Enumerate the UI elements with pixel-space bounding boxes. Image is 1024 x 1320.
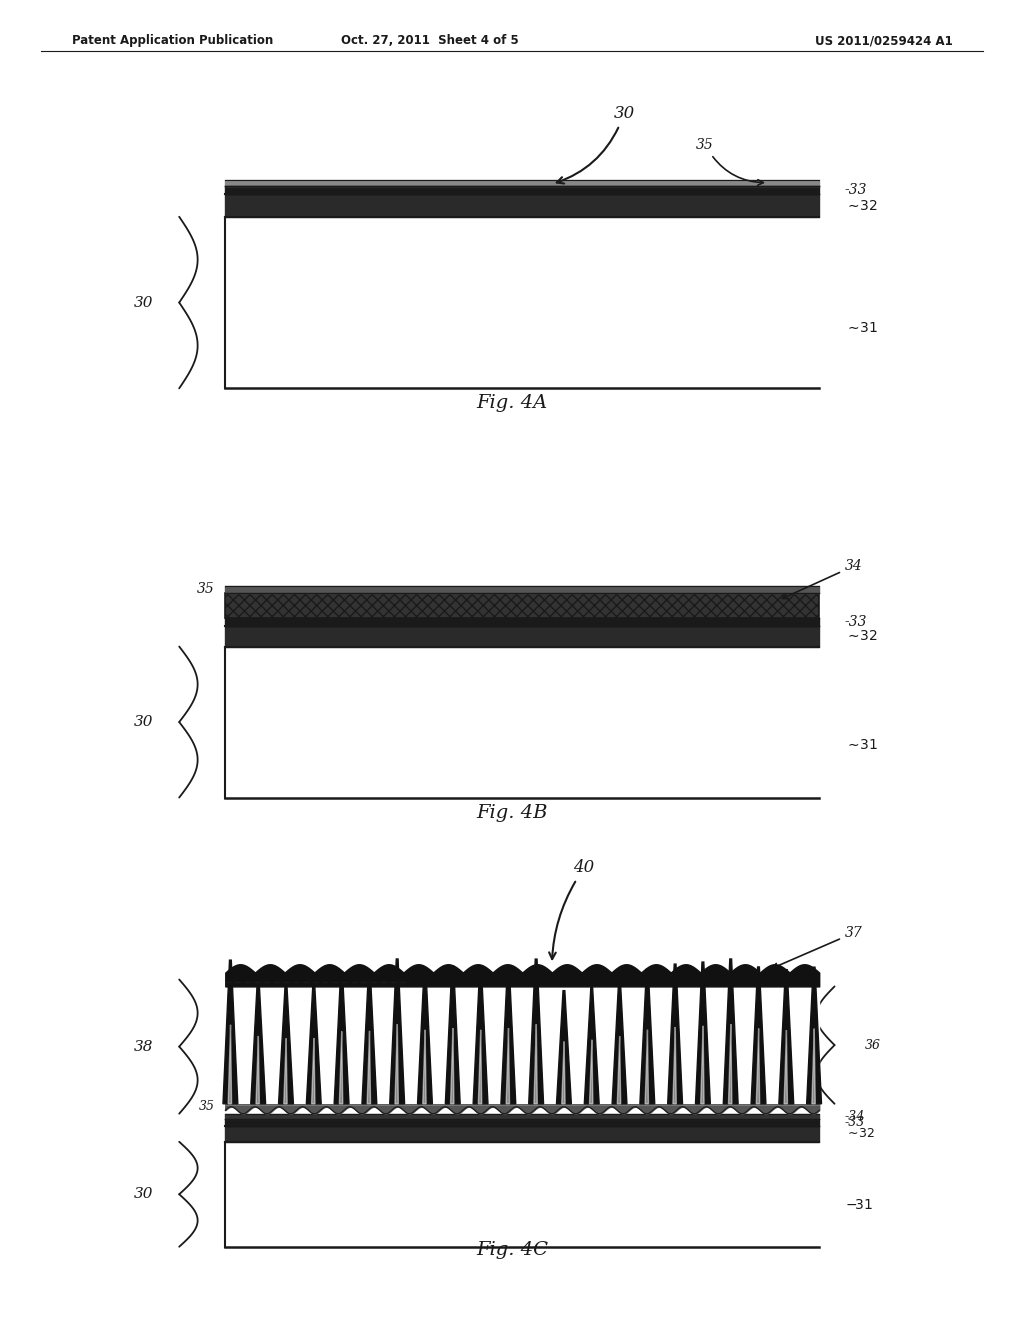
Text: 35: 35 bbox=[198, 582, 215, 597]
Text: 38: 38 bbox=[134, 1040, 154, 1053]
Text: 35: 35 bbox=[696, 137, 763, 185]
Polygon shape bbox=[395, 1024, 398, 1104]
Polygon shape bbox=[279, 985, 294, 1104]
Polygon shape bbox=[478, 1030, 481, 1104]
Text: -33: -33 bbox=[845, 1115, 865, 1129]
Polygon shape bbox=[473, 969, 488, 1104]
Text: Fig. 4C: Fig. 4C bbox=[476, 1241, 548, 1259]
Text: 30: 30 bbox=[557, 106, 635, 183]
Text: 30: 30 bbox=[134, 296, 154, 310]
Text: $\sim\!32$: $\sim\!32$ bbox=[845, 1127, 874, 1140]
Polygon shape bbox=[368, 1031, 371, 1104]
Text: 40: 40 bbox=[549, 859, 595, 960]
Polygon shape bbox=[728, 1024, 732, 1104]
Polygon shape bbox=[256, 1036, 259, 1104]
Polygon shape bbox=[534, 1024, 538, 1104]
Polygon shape bbox=[645, 1030, 648, 1104]
Text: Fig. 4B: Fig. 4B bbox=[476, 804, 548, 821]
Text: 34: 34 bbox=[782, 560, 862, 599]
Polygon shape bbox=[556, 990, 571, 1104]
Polygon shape bbox=[807, 968, 821, 1104]
Polygon shape bbox=[223, 960, 238, 1104]
Text: $\sim\!31$: $\sim\!31$ bbox=[845, 738, 878, 751]
Polygon shape bbox=[311, 1038, 315, 1104]
Polygon shape bbox=[757, 1028, 760, 1104]
Polygon shape bbox=[228, 1024, 231, 1104]
Polygon shape bbox=[590, 1040, 593, 1104]
Text: -34: -34 bbox=[845, 1110, 865, 1123]
Text: -33: -33 bbox=[845, 615, 867, 630]
Text: US 2011/0259424 A1: US 2011/0259424 A1 bbox=[814, 34, 952, 48]
Polygon shape bbox=[751, 968, 766, 1104]
Text: 30: 30 bbox=[134, 1187, 154, 1201]
Polygon shape bbox=[423, 1030, 426, 1104]
Polygon shape bbox=[445, 966, 460, 1104]
Polygon shape bbox=[339, 1031, 343, 1104]
Polygon shape bbox=[451, 1028, 454, 1104]
Text: $\sim\!32$: $\sim\!32$ bbox=[845, 198, 878, 213]
Text: $\sim\!32$: $\sim\!32$ bbox=[845, 630, 878, 643]
Polygon shape bbox=[668, 964, 683, 1104]
Bar bbox=[225, 593, 819, 618]
Polygon shape bbox=[640, 969, 654, 1104]
Polygon shape bbox=[723, 960, 738, 1104]
Polygon shape bbox=[673, 1027, 676, 1104]
Text: 36: 36 bbox=[865, 1039, 882, 1052]
Polygon shape bbox=[612, 981, 627, 1104]
Polygon shape bbox=[284, 1039, 287, 1104]
Polygon shape bbox=[562, 1041, 565, 1104]
Polygon shape bbox=[361, 972, 377, 1104]
Text: 35: 35 bbox=[199, 1101, 215, 1113]
Text: Oct. 27, 2011  Sheet 4 of 5: Oct. 27, 2011 Sheet 4 of 5 bbox=[341, 34, 519, 48]
Polygon shape bbox=[779, 970, 794, 1104]
Polygon shape bbox=[700, 1026, 705, 1104]
Polygon shape bbox=[528, 960, 544, 1104]
Polygon shape bbox=[334, 972, 349, 1104]
Text: $\sim\!31$: $\sim\!31$ bbox=[845, 321, 878, 335]
Polygon shape bbox=[506, 1028, 510, 1104]
Polygon shape bbox=[695, 962, 711, 1104]
Text: Patent Application Publication: Patent Application Publication bbox=[72, 34, 273, 48]
Polygon shape bbox=[501, 966, 516, 1104]
Polygon shape bbox=[585, 987, 599, 1104]
Polygon shape bbox=[306, 985, 322, 1104]
Polygon shape bbox=[418, 969, 432, 1104]
Polygon shape bbox=[390, 960, 404, 1104]
Text: 30: 30 bbox=[134, 715, 154, 729]
Text: -33: -33 bbox=[845, 183, 867, 197]
Polygon shape bbox=[617, 1036, 621, 1104]
Polygon shape bbox=[784, 1030, 787, 1104]
Text: $-\!31$: $-\!31$ bbox=[845, 1197, 872, 1212]
Polygon shape bbox=[812, 1028, 815, 1104]
Polygon shape bbox=[251, 981, 265, 1104]
Text: Fig. 4A: Fig. 4A bbox=[476, 395, 548, 412]
Text: 37: 37 bbox=[772, 925, 862, 969]
